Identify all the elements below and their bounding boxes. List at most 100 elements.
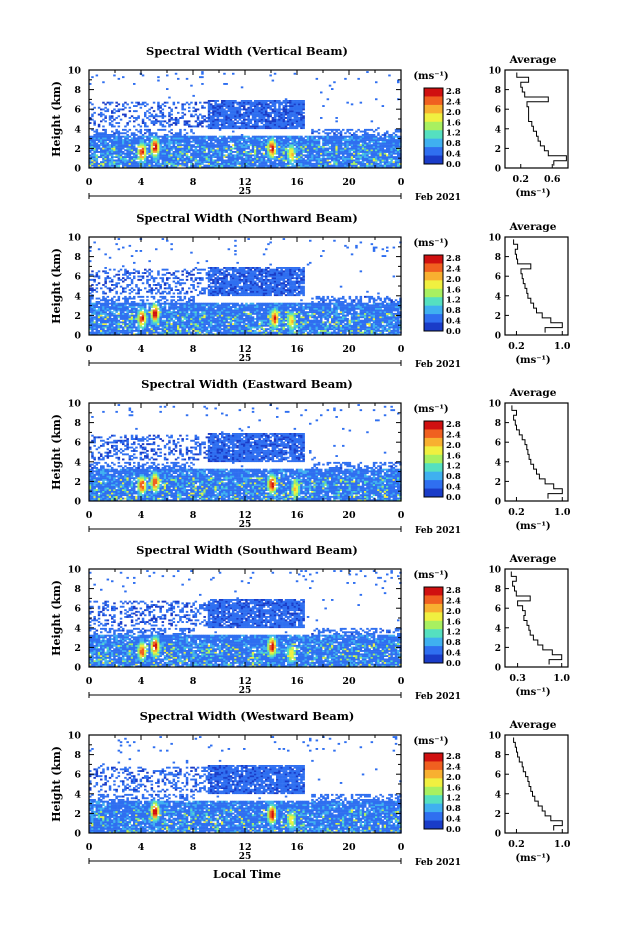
heatmap-cell — [104, 301, 107, 303]
heatmap-cell — [251, 115, 255, 118]
heatmap-cell — [379, 149, 382, 152]
heatmap-cell — [221, 139, 224, 141]
heatmap-cell — [174, 149, 178, 152]
heatmap-cell — [302, 120, 305, 123]
heatmap-cell — [267, 164, 270, 167]
heatmap-cell — [333, 157, 336, 160]
heatmap-cell — [273, 110, 277, 113]
heatmap-cell — [390, 154, 393, 157]
heatmap-cell — [251, 149, 255, 152]
heatmap-cell — [267, 166, 270, 169]
heatmap-cell — [166, 122, 169, 124]
heatmap-cell — [170, 316, 173, 319]
heatmap-cell — [214, 135, 217, 138]
heatmap-cell — [320, 137, 323, 140]
heatmap-cell — [95, 147, 99, 150]
heatmap-cell — [159, 162, 162, 165]
heatmap-cell — [276, 157, 279, 160]
heatmap-cell — [240, 164, 244, 167]
heatmap-cell — [254, 142, 257, 145]
heatmap-cell — [144, 306, 147, 308]
heatmap-cell — [254, 101, 257, 104]
heatmap-cell — [115, 139, 118, 141]
heatmap-cell — [89, 83, 92, 85]
heatmap-cell — [108, 149, 112, 152]
heatmap-cell — [194, 328, 198, 331]
heatmap-cell — [392, 164, 396, 167]
heatmap-cell — [102, 323, 105, 325]
heatmap-cell — [137, 309, 140, 312]
heatmap-cell — [183, 268, 187, 271]
heatmap-cell — [115, 311, 118, 314]
heatmap-cell — [249, 164, 253, 167]
heatmap-cell — [89, 331, 92, 334]
heatmap-cell — [183, 312, 187, 315]
heatmap-cell — [100, 311, 103, 314]
heatmap-cell — [247, 125, 250, 128]
heatmap-cell — [306, 154, 310, 157]
heatmap-cell — [89, 154, 92, 157]
heatmap-cell — [199, 122, 202, 124]
heatmap-cell — [168, 152, 171, 155]
heatmap-cell — [161, 331, 165, 334]
heatmap-cell — [265, 139, 268, 141]
heatmap-cell — [254, 103, 257, 106]
heatmap-cell — [271, 166, 275, 169]
heatmap-cell — [234, 108, 237, 111]
heatmap-cell — [104, 142, 107, 145]
heatmap-cell — [229, 145, 233, 148]
heatmap-cell — [315, 142, 319, 145]
heatmap-cell — [139, 142, 143, 145]
heatmap-cell — [273, 157, 277, 160]
heatmap-cell — [113, 314, 116, 317]
heatmap-cell — [368, 159, 371, 162]
average-y-tick-label: 2 — [495, 145, 501, 155]
heatmap-cell — [137, 101, 140, 104]
heatmap-cell — [141, 118, 145, 121]
heatmap-cell — [262, 110, 266, 113]
heatmap-cell — [342, 154, 345, 157]
heatmap-cell — [137, 117, 140, 119]
heatmap-cell — [364, 159, 367, 162]
heatmap-cell — [236, 115, 239, 118]
heatmap-cell — [168, 120, 171, 123]
heatmap-cell — [152, 161, 156, 164]
heatmap-cell — [188, 333, 191, 336]
heatmap-cell — [397, 144, 400, 147]
heatmap-cell — [383, 154, 387, 157]
heatmap-cell — [212, 139, 215, 141]
heatmap-cell — [379, 135, 382, 138]
heatmap-cell — [221, 118, 224, 121]
heatmap-cell — [113, 139, 116, 141]
heatmap-cell — [210, 147, 213, 150]
heatmap-cell — [291, 144, 294, 147]
heatmap-cell — [144, 139, 147, 141]
heatmap-cell — [181, 309, 184, 312]
heatmap-cell — [192, 301, 195, 303]
heatmap-cell — [152, 120, 156, 123]
heatmap-cell — [185, 142, 189, 145]
heatmap-cell — [95, 301, 99, 303]
heatmap-cell — [159, 140, 162, 143]
heatmap-cell — [194, 139, 198, 141]
heatmap-cell — [322, 135, 325, 138]
heatmap-cell — [122, 280, 125, 283]
heatmap-cell — [368, 128, 371, 131]
heatmap-cell — [190, 157, 193, 160]
heatmap-cell — [141, 145, 145, 148]
heatmap-cell — [95, 287, 99, 290]
heatmap-cell — [97, 248, 101, 251]
heatmap-cell — [254, 161, 257, 164]
heatmap-cell — [390, 164, 393, 167]
heatmap-cell — [97, 162, 101, 165]
heatmap-cell — [115, 326, 118, 329]
heatmap-cell — [256, 101, 259, 104]
heatmap-cell — [141, 277, 145, 280]
heatmap-cell — [278, 105, 281, 107]
heatmap-cell — [172, 329, 176, 332]
heatmap-cell — [146, 331, 149, 334]
heatmap-cell — [130, 278, 134, 281]
heatmap-cell — [256, 120, 259, 123]
heatmap-cell — [106, 272, 110, 274]
heatmap-cell — [106, 277, 110, 280]
